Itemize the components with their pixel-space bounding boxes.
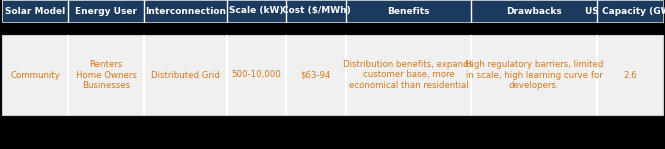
Bar: [2, 35, 663, 115]
Bar: [227, 0, 286, 22]
Text: 2.6: 2.6: [623, 70, 637, 80]
Text: Energy User: Energy User: [75, 7, 137, 15]
Bar: [471, 0, 597, 22]
Bar: [597, 35, 663, 115]
Text: Renters
Home Owners
Businesses: Renters Home Owners Businesses: [76, 60, 136, 90]
Text: US Capacity (GW): US Capacity (GW): [585, 7, 665, 15]
Bar: [144, 35, 227, 115]
Bar: [2, 35, 68, 115]
Bar: [2, 0, 663, 22]
Text: Drawbacks: Drawbacks: [506, 7, 562, 15]
Bar: [144, 0, 227, 22]
Text: 500-10,000: 500-10,000: [231, 70, 281, 80]
Bar: [68, 35, 144, 115]
Bar: [346, 0, 471, 22]
Text: $63-94: $63-94: [301, 70, 331, 80]
Text: Cost ($/MWh): Cost ($/MWh): [281, 7, 350, 15]
Text: Benefits: Benefits: [387, 7, 430, 15]
Bar: [2, 0, 68, 22]
Text: Solar Model: Solar Model: [5, 7, 65, 15]
Bar: [471, 35, 597, 115]
Text: Community: Community: [10, 70, 60, 80]
Bar: [597, 0, 663, 22]
Text: Interconnection: Interconnection: [145, 7, 226, 15]
Bar: [286, 0, 346, 22]
Text: High regulatory barriers, limited
in scale, high learning curve for
developers.: High regulatory barriers, limited in sca…: [465, 60, 603, 90]
Text: Distribution benefits, expands
customer base, more
economical than residential: Distribution benefits, expands customer …: [343, 60, 473, 90]
Bar: [286, 35, 346, 115]
Text: Scale (kW): Scale (kW): [229, 7, 284, 15]
Bar: [227, 35, 286, 115]
Bar: [68, 0, 144, 22]
Text: Distributed Grid: Distributed Grid: [151, 70, 220, 80]
Bar: [346, 35, 471, 115]
